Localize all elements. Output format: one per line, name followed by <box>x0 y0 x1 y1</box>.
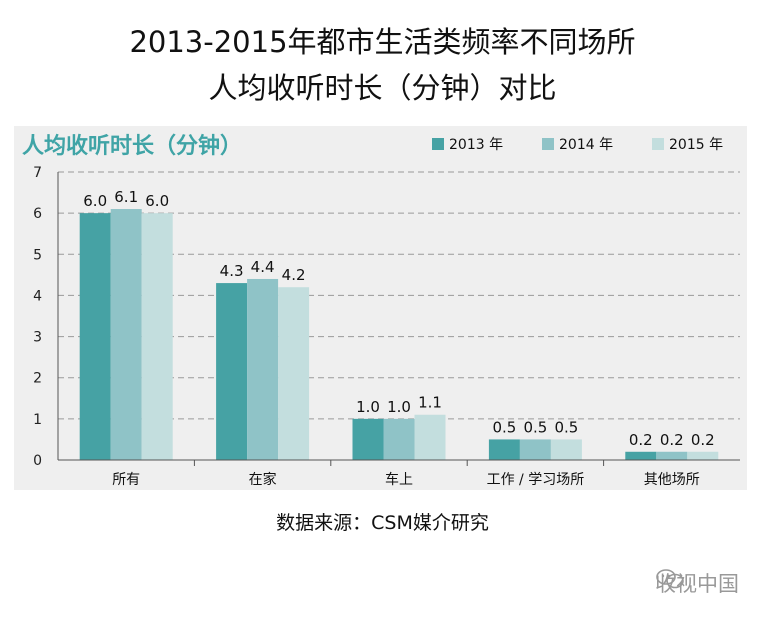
y-tick-label: 0 <box>33 453 42 469</box>
data-label: 4.3 <box>220 262 244 280</box>
x-tick-label: 车上 <box>385 471 413 488</box>
bar <box>110 209 142 460</box>
bar <box>488 439 520 460</box>
data-label: 0.5 <box>492 418 516 436</box>
data-label: 6.0 <box>145 192 169 210</box>
y-tick-label: 5 <box>33 247 42 263</box>
y-tick-label: 4 <box>33 288 42 304</box>
bar <box>414 414 446 460</box>
bar <box>141 213 173 460</box>
bar <box>216 283 248 460</box>
data-label: 1.1 <box>418 394 442 412</box>
bar <box>550 439 582 460</box>
x-tick-label: 工作 / 学习场所 <box>487 472 585 488</box>
data-label: 0.5 <box>523 418 547 436</box>
legend-swatch <box>432 138 444 150</box>
data-label: 4.4 <box>251 258 275 276</box>
legend-label: 2014 年 <box>559 137 613 153</box>
y-tick-label: 2 <box>33 371 42 387</box>
x-tick-label: 在家 <box>249 471 277 488</box>
bar <box>383 418 415 460</box>
data-label: 6.1 <box>114 188 138 206</box>
bar <box>278 287 310 460</box>
data-label: 0.2 <box>629 431 653 449</box>
bar <box>625 451 657 460</box>
bar <box>519 439 551 460</box>
bar <box>687 451 719 460</box>
wechat-icon <box>656 569 684 589</box>
data-label: 4.2 <box>282 266 306 284</box>
chart-subtitle: 人均收听时长（分钟） <box>22 133 242 159</box>
y-tick-label: 1 <box>33 412 42 428</box>
y-tick-label: 3 <box>33 330 42 346</box>
legend-label: 2015 年 <box>669 137 723 153</box>
y-tick-label: 6 <box>33 206 42 222</box>
page-title-line-1: 2013-2015年都市生活类频率不同场所 <box>129 25 636 59</box>
data-label: 0.5 <box>554 418 578 436</box>
data-label: 0.2 <box>691 431 715 449</box>
data-label: 0.2 <box>660 431 684 449</box>
y-tick-label: 7 <box>33 165 42 181</box>
bar <box>352 418 384 460</box>
bar <box>79 213 111 460</box>
legend-swatch <box>652 138 664 150</box>
legend-label: 2013 年 <box>449 137 503 153</box>
data-label: 1.0 <box>387 398 411 416</box>
page-title-line-2: 人均收听时长（分钟）对比 <box>208 71 557 105</box>
x-tick-label: 所有 <box>112 472 140 488</box>
x-tick-label: 其他场所 <box>644 472 700 488</box>
data-source-note: 数据来源：CSM媒介研究 <box>276 512 489 534</box>
bar <box>247 278 279 460</box>
data-label: 6.0 <box>83 192 107 210</box>
data-label: 1.0 <box>356 398 380 416</box>
legend-swatch <box>542 138 554 150</box>
watermark: 收视中国 <box>655 568 739 598</box>
bar <box>656 451 688 460</box>
